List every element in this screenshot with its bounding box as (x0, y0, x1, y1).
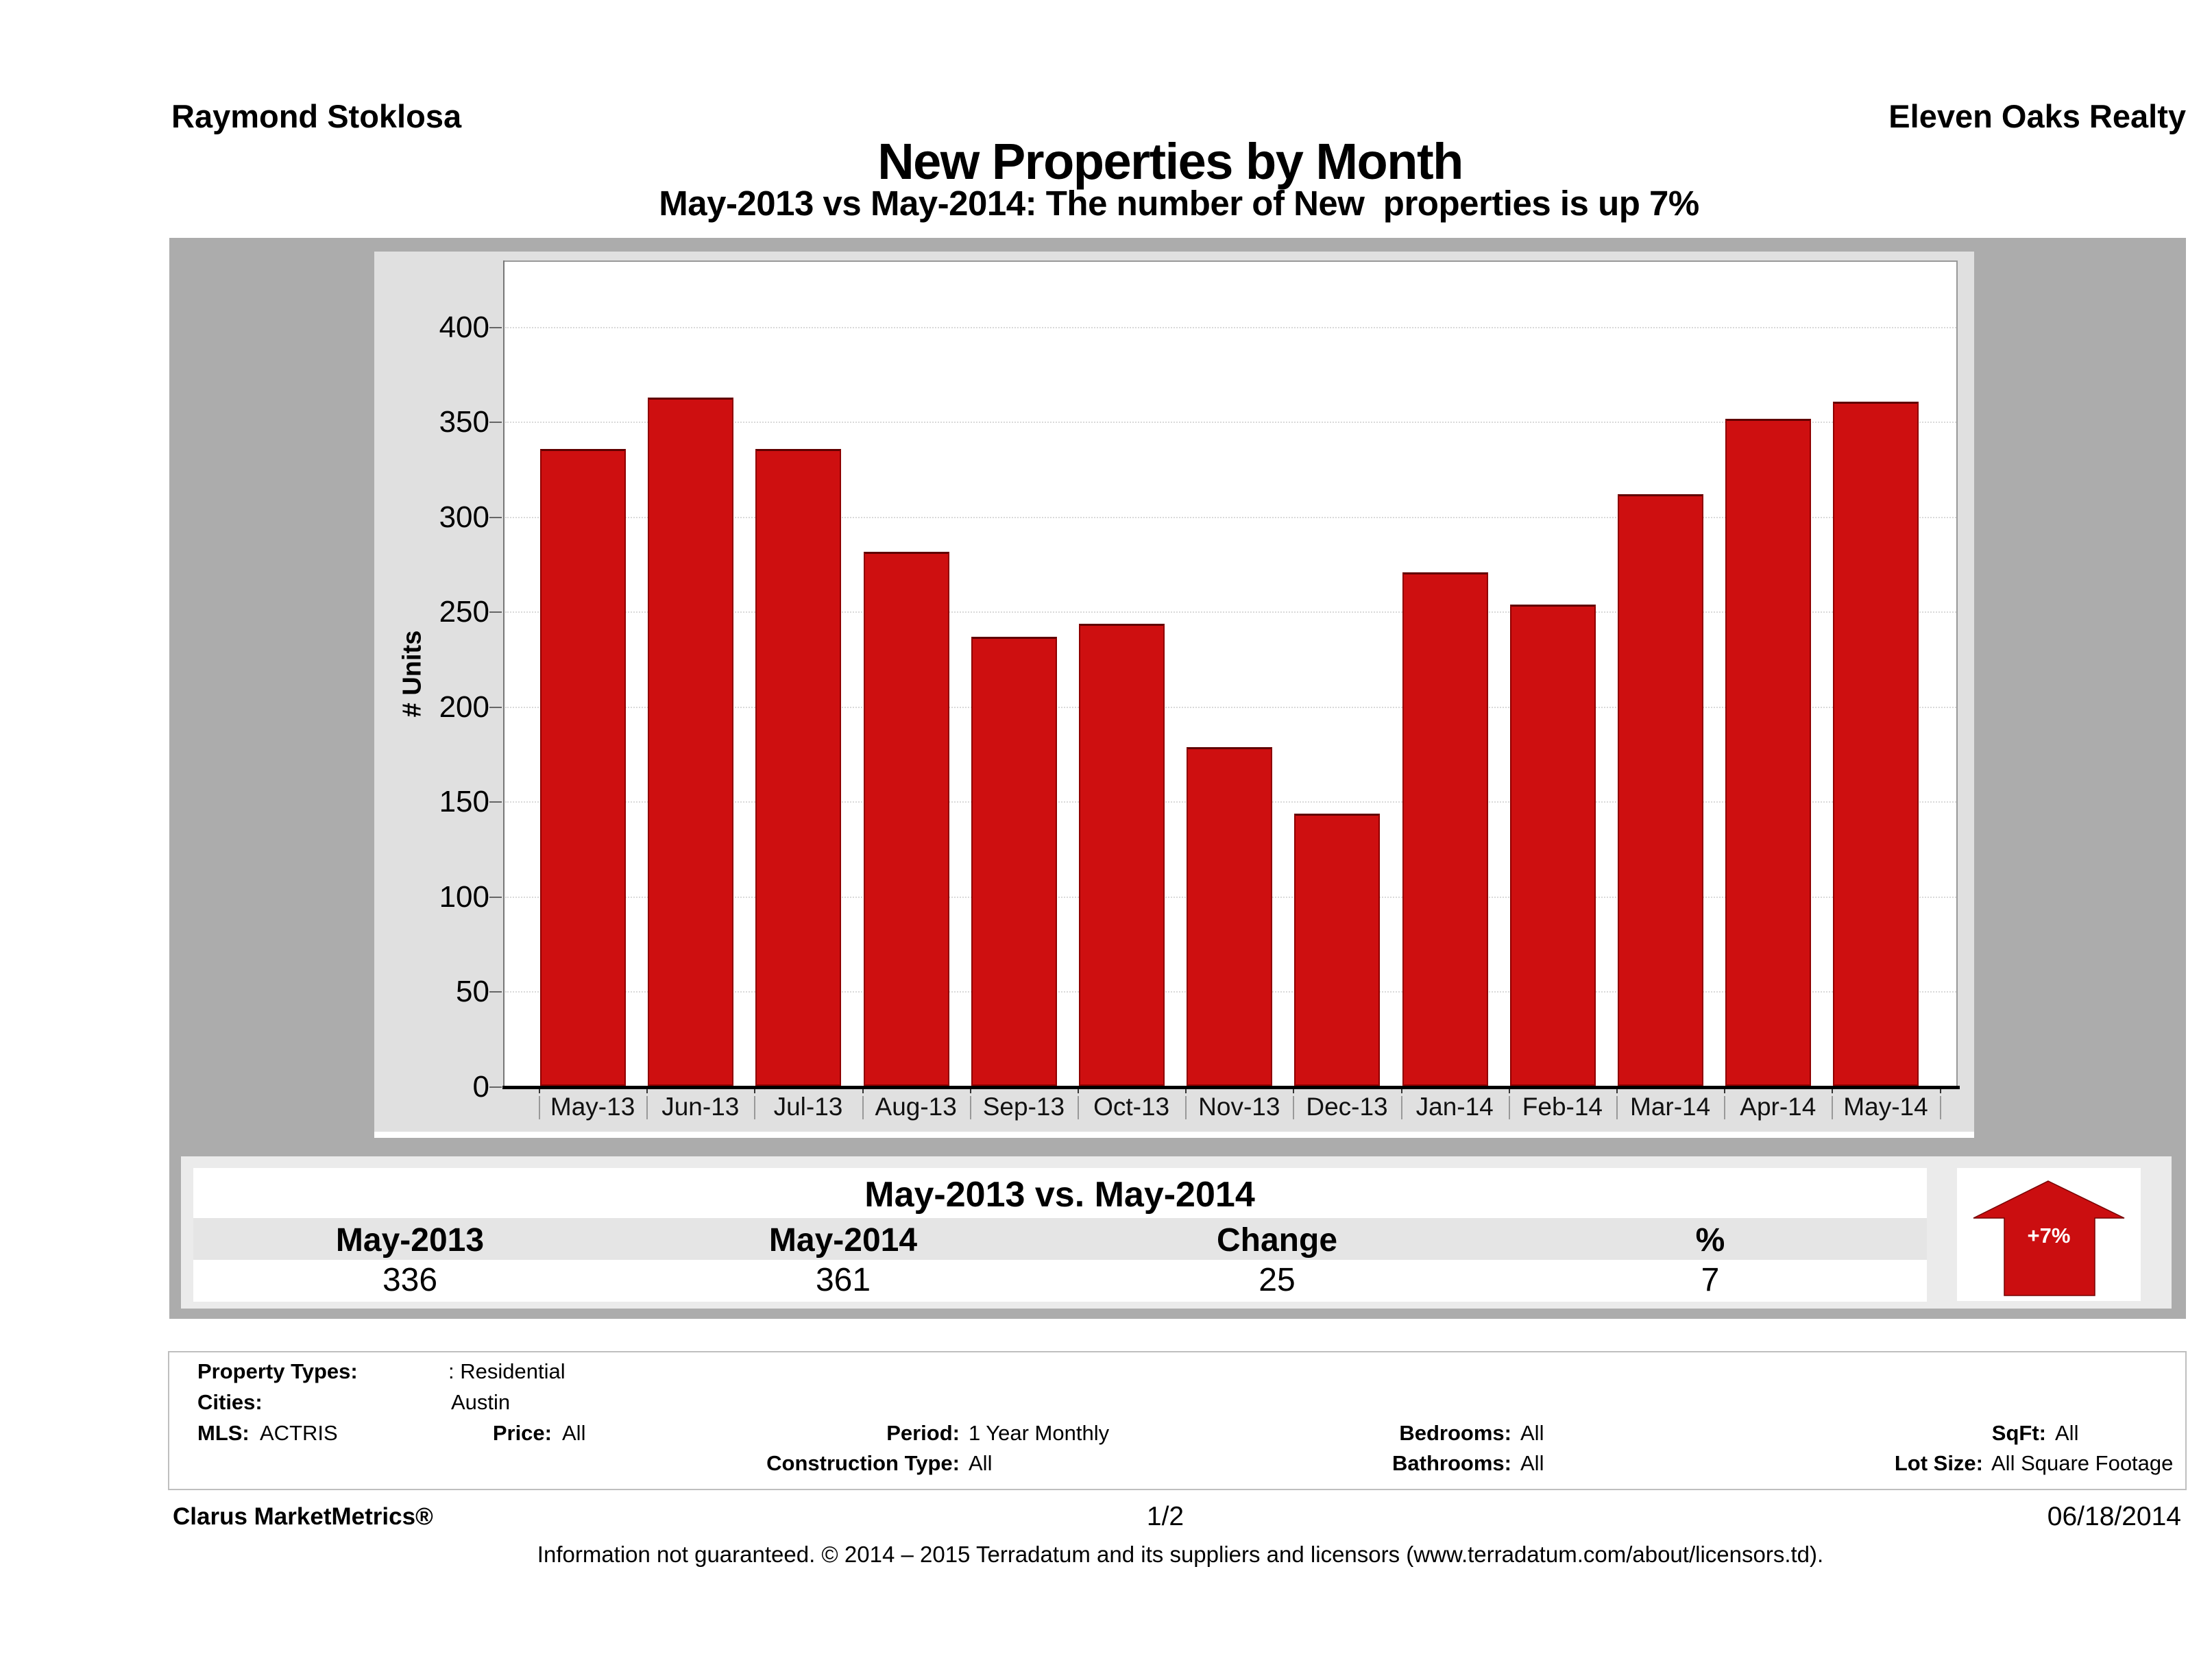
svg-text:+7%: +7% (2028, 1224, 2071, 1248)
